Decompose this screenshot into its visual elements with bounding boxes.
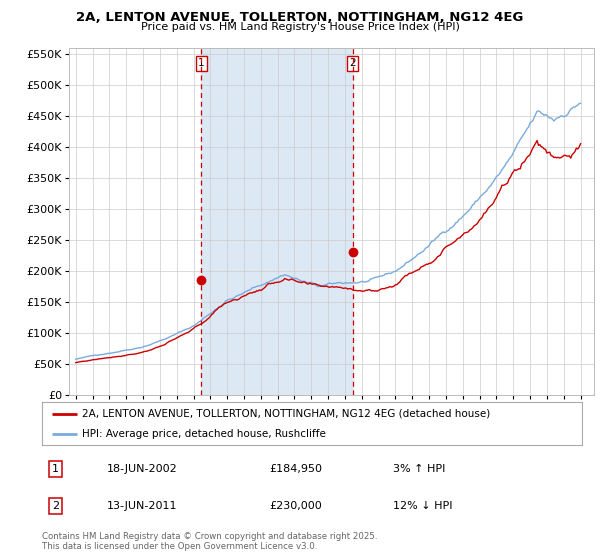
Text: 3% ↑ HPI: 3% ↑ HPI: [393, 464, 445, 474]
Text: £184,950: £184,950: [269, 464, 322, 474]
Text: 2: 2: [349, 58, 356, 68]
Text: 2A, LENTON AVENUE, TOLLERTON, NOTTINGHAM, NG12 4EG: 2A, LENTON AVENUE, TOLLERTON, NOTTINGHAM…: [76, 11, 524, 24]
Text: 13-JUN-2011: 13-JUN-2011: [107, 501, 178, 511]
Text: 2: 2: [52, 501, 59, 511]
Text: 2A, LENTON AVENUE, TOLLERTON, NOTTINGHAM, NG12 4EG (detached house): 2A, LENTON AVENUE, TOLLERTON, NOTTINGHAM…: [83, 409, 491, 419]
Bar: [201, 48, 353, 395]
Text: 12% ↓ HPI: 12% ↓ HPI: [393, 501, 452, 511]
Text: HPI: Average price, detached house, Rushcliffe: HPI: Average price, detached house, Rush…: [83, 428, 326, 438]
Text: 1: 1: [198, 58, 205, 68]
Text: Price paid vs. HM Land Registry's House Price Index (HPI): Price paid vs. HM Land Registry's House …: [140, 22, 460, 32]
Text: 18-JUN-2002: 18-JUN-2002: [107, 464, 178, 474]
Text: £230,000: £230,000: [269, 501, 322, 511]
Text: 1: 1: [52, 464, 59, 474]
Text: Contains HM Land Registry data © Crown copyright and database right 2025.
This d: Contains HM Land Registry data © Crown c…: [42, 532, 377, 552]
